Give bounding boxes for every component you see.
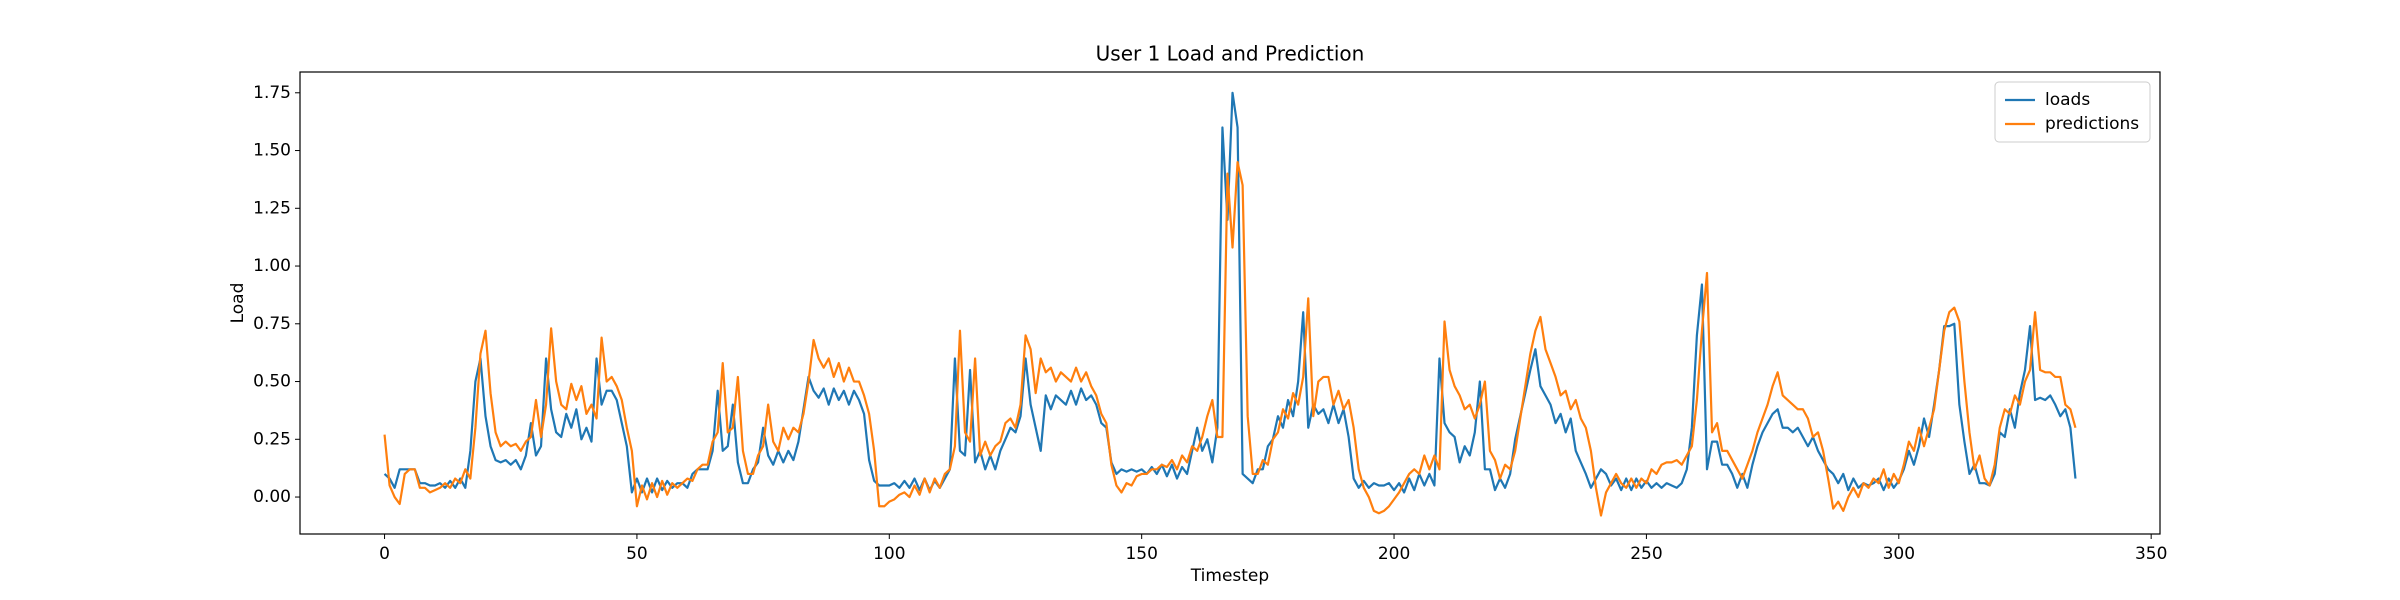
- y-tick-label: 0.75: [253, 314, 291, 334]
- y-tick-label: 1.50: [253, 141, 291, 161]
- legend-label: loads: [2045, 90, 2090, 110]
- line-series: [383, 91, 2077, 494]
- y-axis-label: Load: [228, 283, 248, 324]
- y-tick-label: 0.00: [253, 487, 291, 507]
- y-tick-label: 0.50: [253, 372, 291, 392]
- y-tick-label: 1.75: [253, 83, 291, 103]
- y-tick-label: 1.00: [253, 256, 291, 276]
- legend-box: [1994, 81, 2151, 143]
- line-series: [383, 160, 2077, 517]
- legend-label: predictions: [2045, 114, 2139, 134]
- x-tick-label: 200: [1378, 544, 1410, 564]
- x-tick-label: 50: [626, 544, 648, 564]
- x-tick-label: 150: [1125, 544, 1157, 564]
- y-tick-label: 0.25: [253, 429, 291, 449]
- y-tick-label: 1.25: [253, 198, 291, 218]
- x-tick-label: 100: [873, 544, 905, 564]
- x-tick-label: 250: [1630, 544, 1662, 564]
- x-tick-label: 350: [2135, 544, 2167, 564]
- x-tick-label: 0: [379, 544, 390, 564]
- legend: loads predictions: [1994, 81, 2151, 143]
- plot-frame: [299, 71, 2161, 535]
- x-tick-label: 300: [1883, 544, 1915, 564]
- x-axis-label: Timestep: [1190, 566, 1269, 586]
- chart-title: User 1 Load and Prediction: [1096, 42, 1365, 66]
